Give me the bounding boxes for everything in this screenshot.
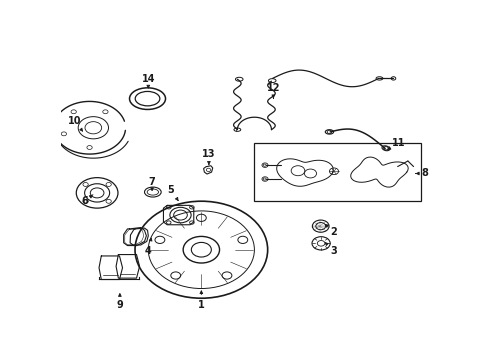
Text: 2: 2	[325, 224, 337, 237]
Text: 9: 9	[116, 294, 123, 310]
Text: 11: 11	[387, 138, 405, 149]
Text: 1: 1	[198, 291, 204, 310]
Text: 4: 4	[144, 238, 152, 256]
Text: 10: 10	[67, 116, 82, 131]
Text: 3: 3	[325, 243, 337, 256]
Text: 14: 14	[141, 74, 155, 88]
Text: 12: 12	[266, 82, 280, 98]
Text: 7: 7	[148, 177, 155, 190]
Bar	[254, 143, 420, 201]
Text: 8: 8	[415, 168, 427, 179]
Text: 6: 6	[81, 195, 93, 206]
Text: 5: 5	[167, 185, 178, 201]
Text: 13: 13	[202, 149, 215, 165]
